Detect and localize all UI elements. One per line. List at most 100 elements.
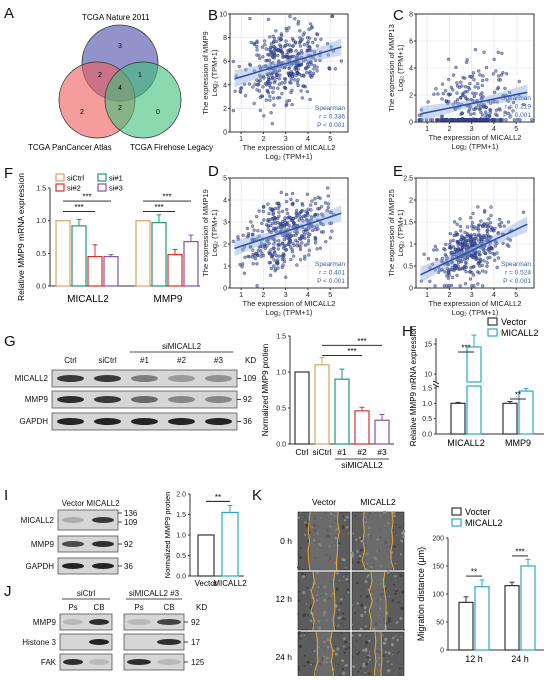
scatter-point [481, 95, 485, 99]
scatter-point [455, 81, 459, 85]
cell-texture [343, 637, 346, 640]
scatter-point [259, 66, 263, 70]
scatter-point [325, 42, 330, 46]
scatter-point [309, 215, 314, 219]
wound-edge-right [332, 571, 336, 631]
cell-texture [356, 549, 359, 552]
scatter-point [270, 236, 275, 241]
scatter-point [291, 44, 295, 48]
scatter-point [491, 118, 496, 122]
scatter-point [482, 222, 486, 227]
y-tick-label: 0.5 [176, 553, 186, 560]
scatter-point [269, 49, 274, 53]
cell-texture [391, 599, 395, 602]
scatter-point [472, 225, 476, 229]
blot-band [205, 375, 232, 382]
scatter-point [285, 199, 289, 204]
scatter-point [311, 71, 316, 75]
y-tick-label: 2.5 [403, 176, 413, 183]
scatter-point [302, 229, 306, 234]
cell-texture [304, 516, 306, 518]
scatter-point [313, 201, 318, 206]
blot-band [94, 375, 121, 382]
x-tick-label: 4 [492, 292, 496, 299]
scatter-point [252, 41, 256, 45]
scatter-point [477, 107, 481, 111]
scatter-point [307, 36, 312, 40]
panel-letter-h: H [402, 323, 413, 340]
significance-label: *** [162, 193, 171, 202]
y-tick-label: 0.0 [176, 574, 186, 581]
x-axis-label-unit: Log₂ (TPM+1) [266, 308, 313, 317]
blot-membrane [59, 653, 113, 671]
category-label: MICALL2 [67, 294, 109, 305]
scatter-point [231, 108, 235, 113]
cell-texture [364, 605, 367, 609]
scatter-point [296, 67, 300, 71]
x-tick-label: 5 [328, 136, 332, 143]
blot-band [92, 541, 114, 547]
wound-edge-left [310, 571, 315, 631]
panel-h: H 0.0 0.5 1.0 1.5 10 15 Relative MMP9 mRNA exp… [402, 317, 544, 448]
cell-texture [300, 572, 304, 576]
lane-label: CB [93, 603, 104, 612]
cell-texture [338, 542, 341, 545]
scatter-point [460, 111, 465, 116]
cell-texture [346, 588, 350, 591]
scatter-point [287, 224, 291, 228]
scatter-point [287, 43, 292, 47]
venn-set-right-label: TCGA Firehose Legacy [130, 143, 213, 152]
cell-texture [302, 591, 306, 595]
scatter-point [312, 214, 317, 218]
venn-set-top-label: TCGA Nature 2011 [82, 13, 150, 22]
cell-texture [399, 673, 401, 676]
scatter-point [480, 113, 485, 117]
scatter-point [272, 36, 277, 41]
scatter-point [267, 219, 271, 224]
cell-texture [363, 610, 367, 614]
significance-label: ** [515, 391, 521, 400]
group-label: siMICALL2 [341, 460, 383, 470]
venn-count-right: 0 [156, 109, 160, 116]
scatter-point [269, 266, 274, 271]
scatter-point [303, 214, 307, 218]
scatter-point [494, 118, 499, 122]
scatter-point [480, 83, 484, 88]
scatter-point [254, 214, 259, 219]
scatter-point [326, 186, 330, 190]
scatter-point [271, 212, 275, 217]
cell-texture [297, 566, 300, 569]
axis-break-mark [432, 380, 440, 385]
scatter-point [476, 261, 480, 266]
cell-texture [310, 664, 312, 666]
blot-band [94, 418, 121, 425]
scatter-point [330, 229, 334, 233]
scatter-point [497, 78, 501, 82]
scatter-point [433, 284, 437, 288]
scatter-point [498, 108, 502, 112]
scatter-point [419, 108, 424, 112]
venn-set-left-label: TCGA PanCancer Atlas [28, 143, 112, 152]
scatter-point [302, 84, 306, 88]
scatter-point [441, 91, 445, 96]
bar [504, 584, 520, 651]
scatter-point [298, 36, 302, 40]
cell-texture [394, 575, 397, 578]
scatter-point [479, 105, 483, 109]
cell-texture [401, 531, 405, 535]
lane-label: Vector [62, 499, 85, 508]
scatter-point [316, 195, 320, 200]
cell-texture [341, 623, 343, 625]
cell-texture [360, 603, 363, 606]
scatter-point [272, 96, 276, 100]
scatter-point [443, 270, 447, 274]
scatter-point [292, 220, 296, 225]
scatter-point [269, 45, 273, 50]
scatter-point [273, 68, 278, 72]
cell-texture [338, 608, 341, 611]
significance-label: *** [461, 344, 470, 353]
blot-group-label: siMICALL2 [162, 342, 202, 351]
scatter-point [298, 247, 303, 252]
scatter-point [300, 241, 304, 245]
scatter-point [241, 233, 245, 237]
